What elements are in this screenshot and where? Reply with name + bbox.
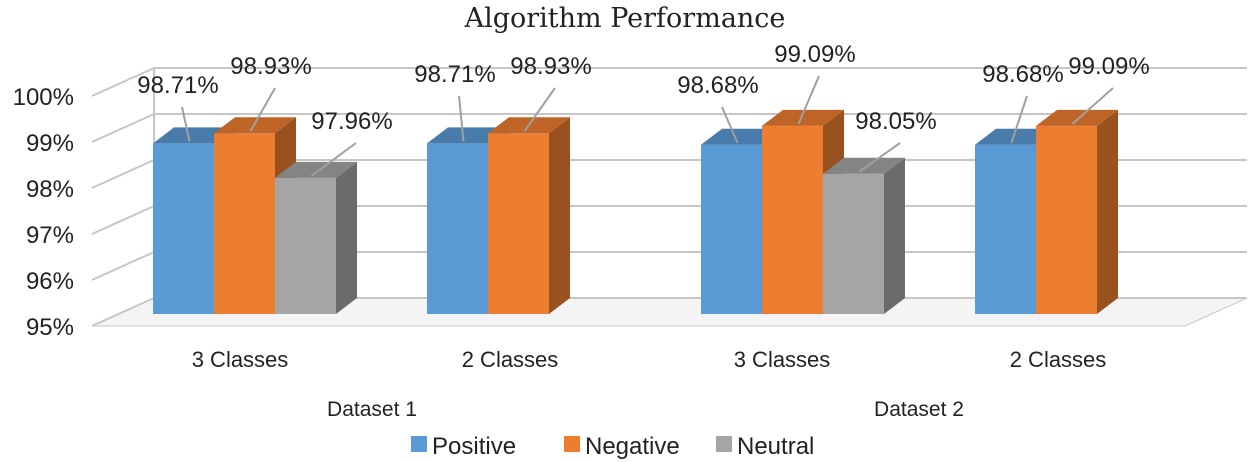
bar-side-negative <box>549 117 570 314</box>
chart-title: Algorithm Performance <box>464 3 786 34</box>
bar-neutral <box>275 177 336 314</box>
leader-line <box>797 75 820 125</box>
x-group-label: Dataset 2 <box>874 398 964 421</box>
data-label: 98.71% <box>414 61 495 88</box>
data-label: 99.09% <box>1068 53 1149 80</box>
bar-negative <box>488 133 549 314</box>
legend-label-positive: Positive <box>432 433 516 460</box>
leader-line <box>523 87 556 132</box>
bar-positive <box>975 144 1036 314</box>
y-tick-label: 96% <box>26 268 74 295</box>
bar-positive <box>701 144 762 314</box>
legend-swatch-positive <box>411 436 427 452</box>
data-label: 98.68% <box>982 61 1063 88</box>
legend-swatch-neutral <box>716 436 732 452</box>
legend-swatch-negative <box>564 436 580 452</box>
bar-top-negative <box>1036 109 1118 126</box>
bar-side-negative <box>1097 109 1118 314</box>
gridline-diagonal <box>91 205 155 235</box>
bar-side-neutral <box>336 161 357 314</box>
bar-negative <box>762 125 823 314</box>
y-tick-label: 97% <box>26 222 74 249</box>
bar-top-neutral <box>823 157 905 174</box>
data-label: 97.96% <box>311 108 392 135</box>
bar-side-neutral <box>884 157 905 314</box>
gridline-diagonal <box>91 159 155 189</box>
gridline-diagonal <box>91 113 155 143</box>
x-category-label: 3 Classes <box>192 347 289 372</box>
bar-top-negative <box>762 109 844 126</box>
leader-line <box>249 87 276 132</box>
y-tick-label: 99% <box>26 130 74 157</box>
y-tick-label: 98% <box>26 176 74 203</box>
gridline-diagonal <box>91 67 155 97</box>
bar-top-neutral <box>275 161 357 178</box>
x-category-label: 2 Classes <box>462 347 559 372</box>
leader-line <box>458 95 465 142</box>
legend-label-neutral: Neutral <box>737 433 814 460</box>
x-category-label: 2 Classes <box>1010 347 1107 372</box>
legend: Positive Negative Neutral <box>411 433 814 460</box>
y-tick-label: 95% <box>26 314 74 341</box>
leader-line <box>721 106 739 144</box>
leader-line <box>1010 95 1028 144</box>
legend-label-negative: Negative <box>585 433 680 460</box>
x-group-label: Dataset 1 <box>327 398 417 421</box>
data-label: 98.68% <box>677 72 758 99</box>
leader-line <box>858 142 901 173</box>
bar-neutral <box>823 173 884 314</box>
data-label: 98.05% <box>855 108 936 135</box>
data-label: 98.93% <box>230 53 311 80</box>
bar-negative <box>214 133 275 314</box>
data-label: 98.71% <box>137 72 218 99</box>
y-tick-label: 100% <box>13 84 74 111</box>
leader-line <box>310 142 357 177</box>
bar-positive <box>153 143 214 314</box>
gridline-diagonal <box>91 297 155 327</box>
leader-line <box>1071 87 1114 125</box>
data-label: 98.93% <box>510 53 591 80</box>
x-category-label: 3 Classes <box>734 347 831 372</box>
data-label: 99.09% <box>774 41 855 68</box>
bar-negative <box>1036 125 1097 314</box>
leader-line <box>181 106 191 142</box>
gridline-diagonal <box>91 251 155 281</box>
bar-positive <box>427 143 488 314</box>
